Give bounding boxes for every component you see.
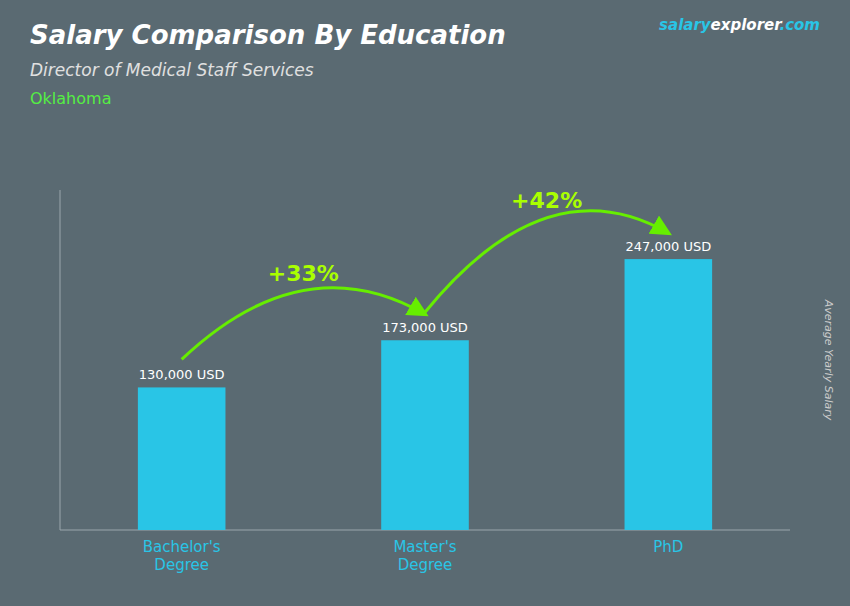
x-tick-label-line: Degree: [154, 556, 209, 574]
x-tick-label-line: Bachelor's: [143, 538, 221, 556]
change-label: +33%: [268, 261, 339, 286]
x-tick-label-line: Degree: [398, 556, 453, 574]
location: Oklahoma: [30, 89, 111, 108]
bar: [625, 259, 713, 530]
title: Salary Comparison By Education: [30, 20, 506, 50]
chart-svg: Salary Comparison By Education Director o…: [0, 0, 850, 606]
change-arrow: [182, 288, 425, 360]
bars: [138, 259, 712, 530]
x-tick-label: PhD: [653, 538, 683, 556]
bar: [138, 387, 226, 530]
bar: [381, 340, 469, 530]
y-axis-label: Average Yearly Salary: [822, 299, 835, 421]
change-arrow: [425, 211, 668, 313]
data-label: 247,000 USD: [625, 239, 711, 254]
brand-part: .com: [779, 16, 820, 34]
y-axis-line: [60, 190, 61, 530]
x-tick-label-line: PhD: [653, 538, 683, 556]
background: [0, 0, 850, 606]
x-tick-label: Bachelor'sDegree: [143, 538, 221, 574]
chart-container: Salary Comparison By Education Director o…: [0, 0, 850, 606]
x-tick-label: Master'sDegree: [393, 538, 456, 574]
data-label: 130,000 USD: [139, 367, 225, 382]
change-label: +42%: [511, 188, 582, 213]
brand-part: explorer: [711, 16, 784, 34]
data-label: 173,000 USD: [382, 320, 468, 335]
brand: salaryexplorer.com: [659, 16, 820, 34]
brand-part: salary: [659, 16, 712, 34]
x-tick-label-line: Master's: [393, 538, 456, 556]
subtitle: Director of Medical Staff Services: [30, 60, 314, 80]
